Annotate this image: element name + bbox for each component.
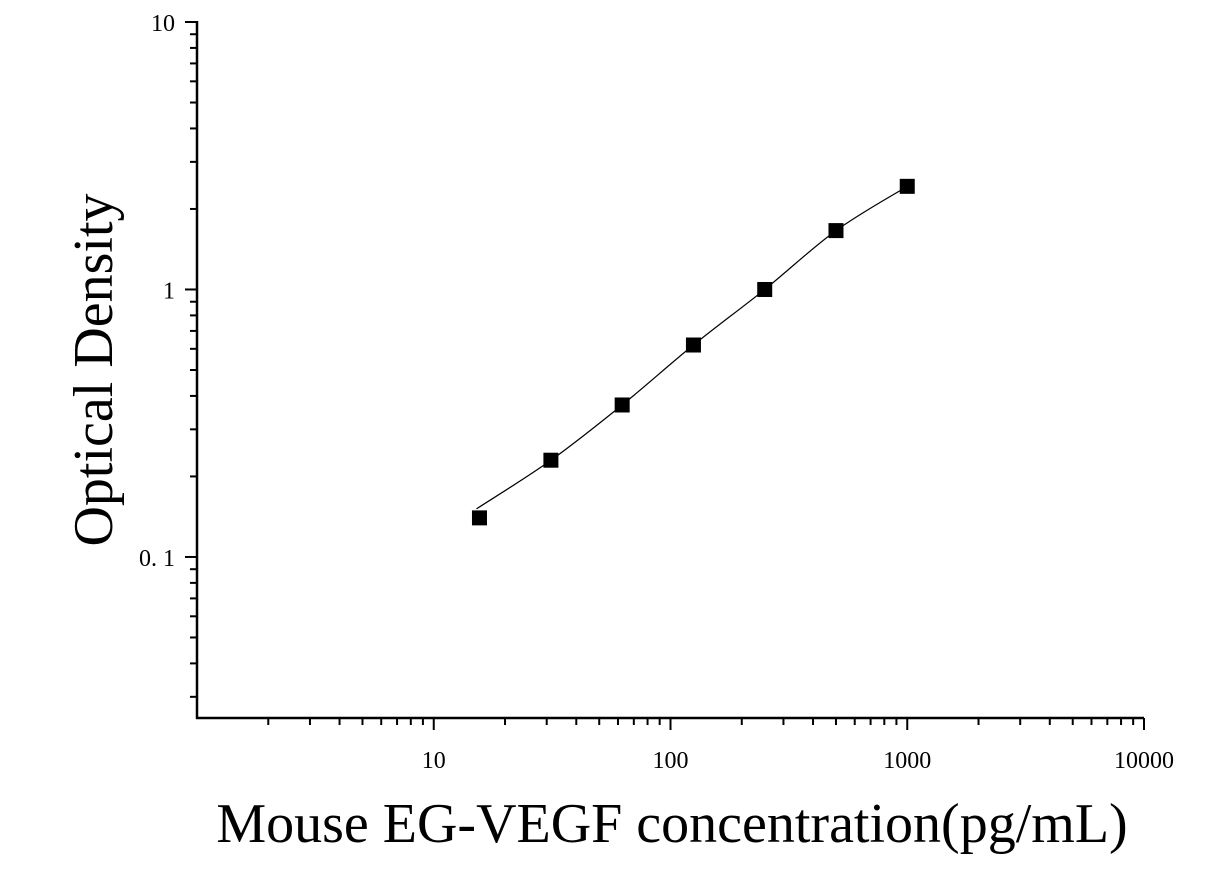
data-point-marker bbox=[685, 337, 701, 353]
x-tick-label: 10000 bbox=[1114, 748, 1174, 774]
axes bbox=[185, 21, 1145, 730]
data-point-marker bbox=[828, 223, 844, 239]
data-point-marker bbox=[543, 452, 559, 468]
data-point-marker bbox=[899, 178, 915, 194]
x-tick-label: 100 bbox=[653, 748, 689, 774]
y-tick-label: 0. 1 bbox=[139, 546, 175, 572]
x-tick-label: 10 bbox=[422, 748, 446, 774]
x-axis-title: Mouse EG-VEGF concentration(pg/mL) bbox=[216, 793, 1127, 855]
data-points bbox=[471, 178, 915, 526]
data-point-marker bbox=[757, 281, 773, 297]
y-axis-title: Optical Density bbox=[63, 193, 125, 546]
data-point-marker bbox=[614, 397, 630, 413]
data-point-marker bbox=[471, 510, 487, 526]
y-tick-label: 1 bbox=[163, 278, 175, 304]
tick-labels: 10 100 1000 10000 0. 1 1 10 bbox=[139, 11, 1174, 774]
x-tick-label: 1000 bbox=[883, 748, 931, 774]
y-tick-label: 10 bbox=[151, 11, 175, 37]
